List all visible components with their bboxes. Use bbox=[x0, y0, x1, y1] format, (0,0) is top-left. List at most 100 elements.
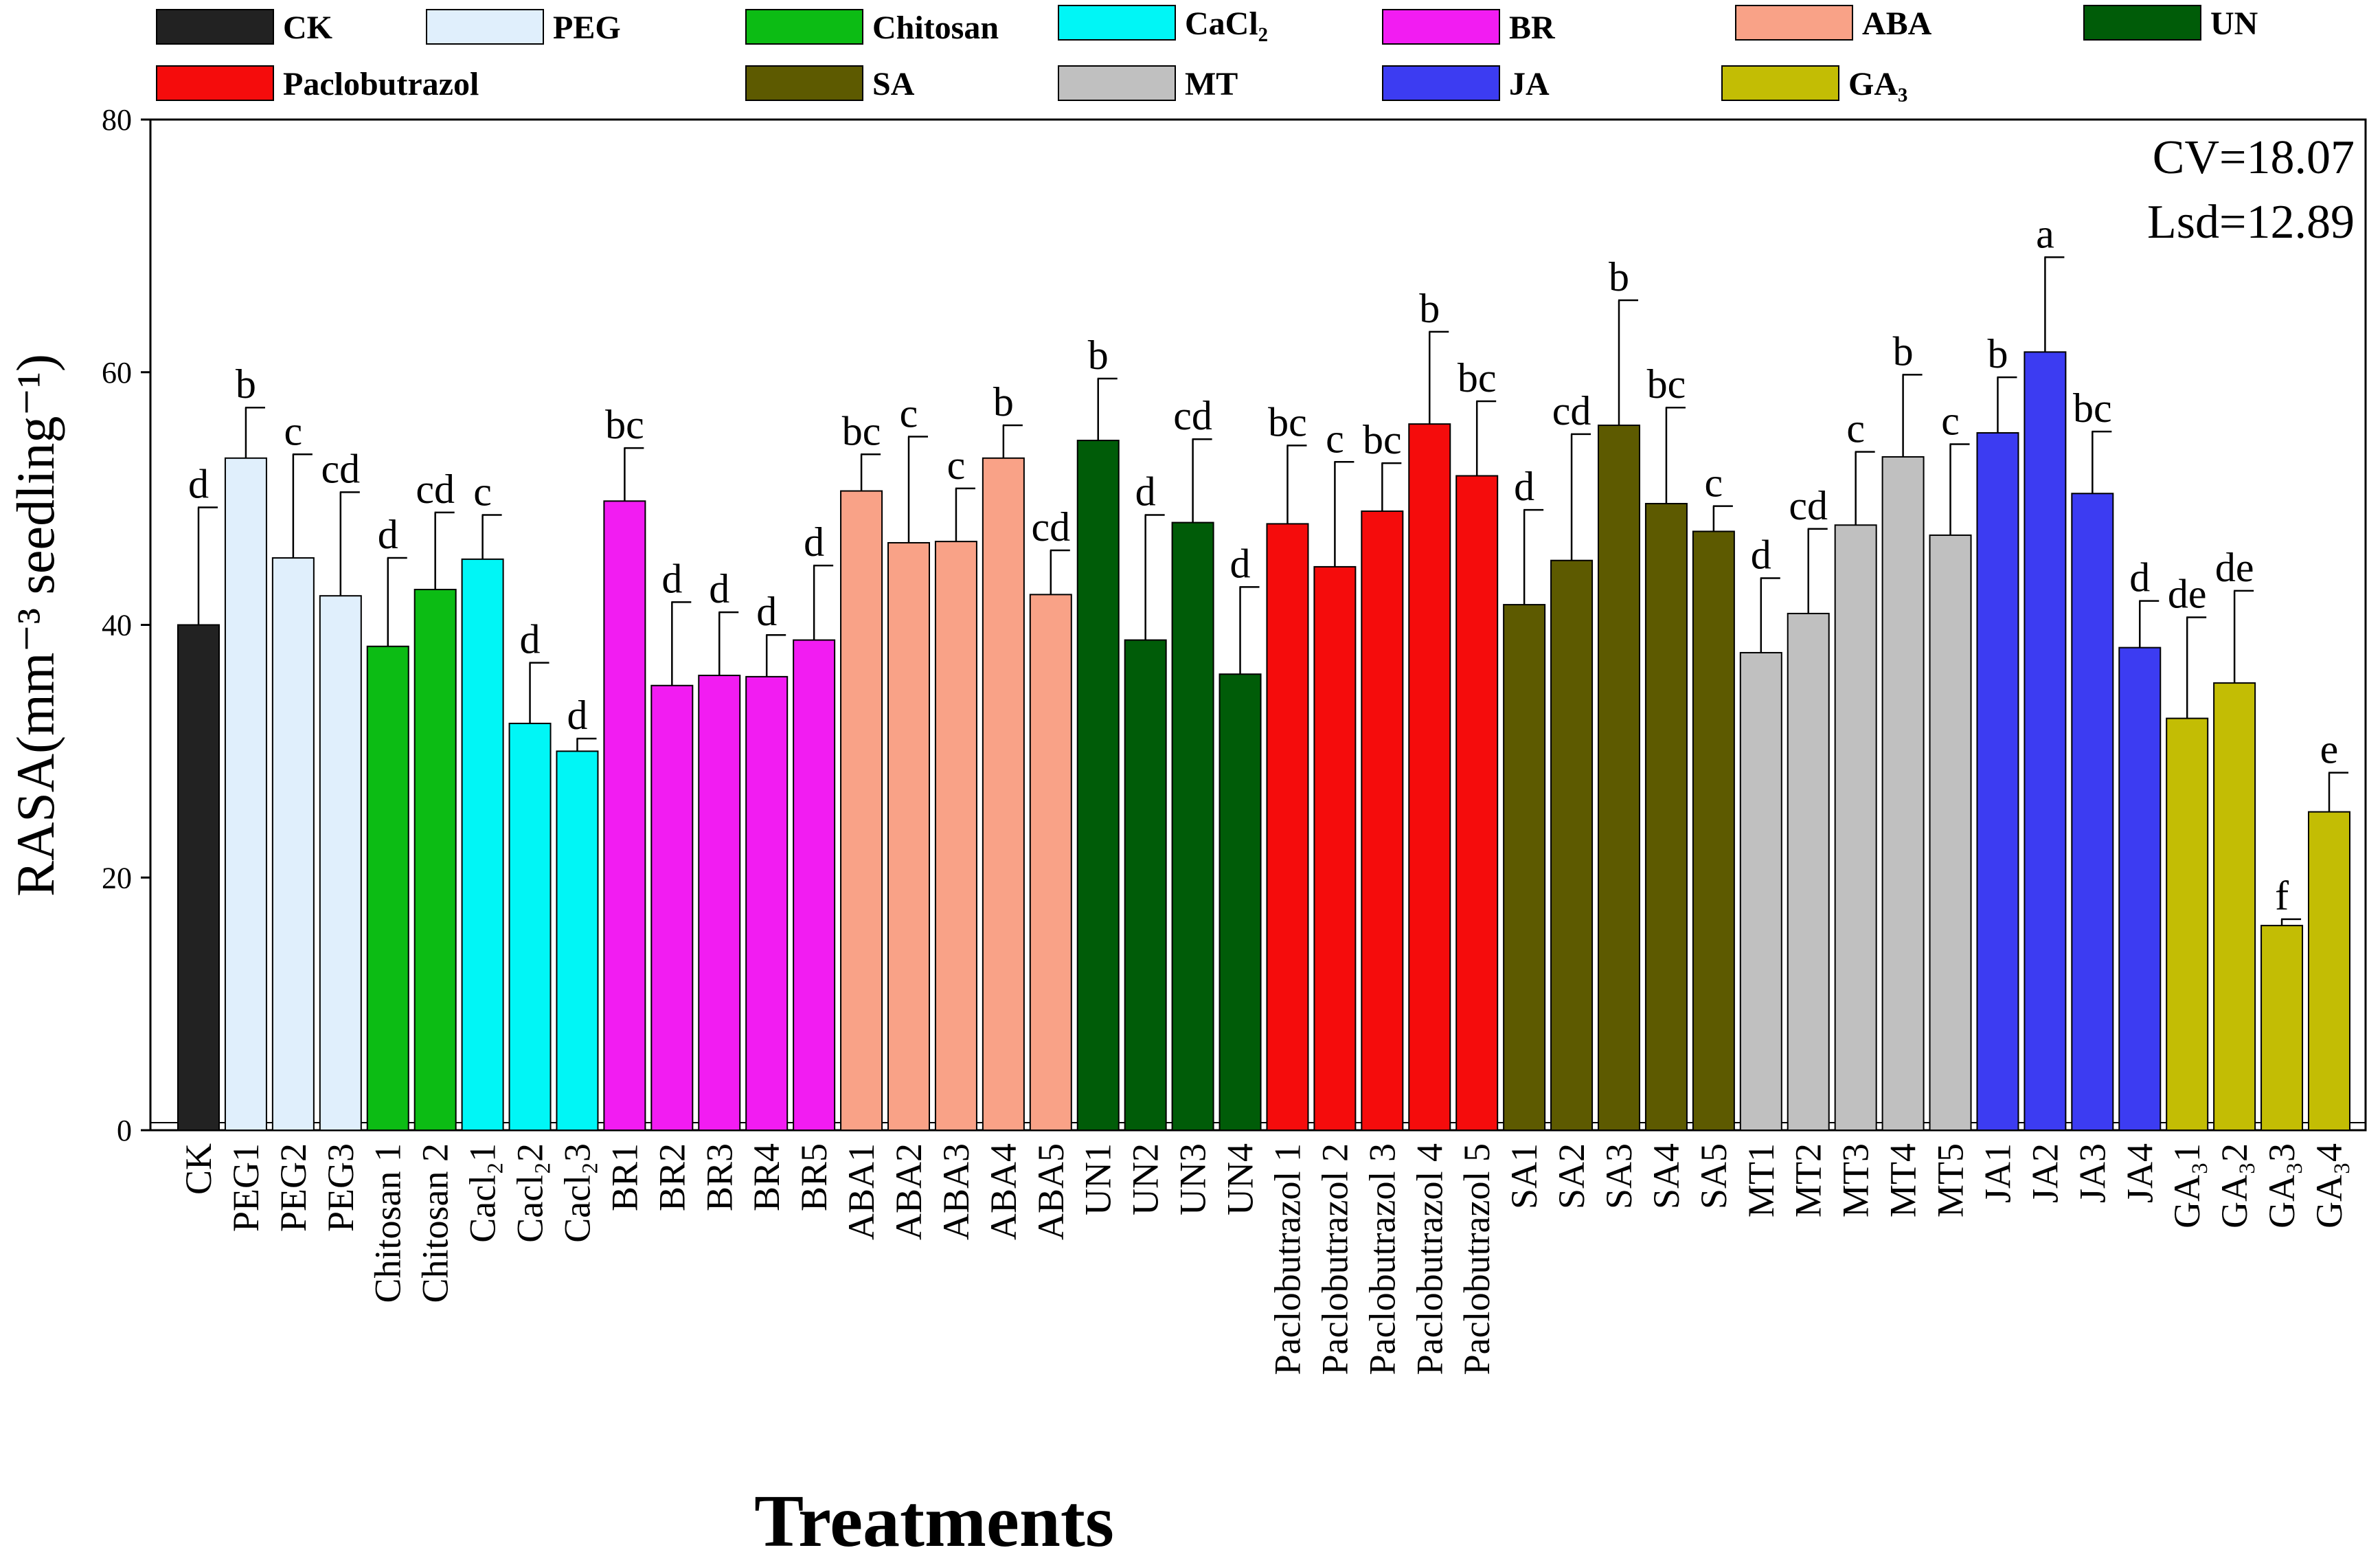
legend-swatch bbox=[1721, 65, 1839, 101]
bar bbox=[319, 595, 362, 1131]
legend-swatch bbox=[2083, 5, 2201, 41]
bar bbox=[1313, 565, 1357, 1131]
category-label: MT1 bbox=[1741, 1143, 1782, 1217]
bar bbox=[508, 722, 552, 1131]
bar bbox=[2071, 493, 2114, 1131]
bar bbox=[603, 500, 646, 1131]
legend-label: PEG bbox=[553, 10, 621, 46]
category-label: ABA3 bbox=[936, 1143, 977, 1240]
y-tick-label: 40 bbox=[102, 609, 132, 642]
category-label: BR1 bbox=[604, 1143, 645, 1211]
bar bbox=[366, 645, 409, 1131]
significance-letter: f bbox=[2275, 873, 2289, 919]
significance-letter: de bbox=[2215, 545, 2254, 590]
significance-letter: b bbox=[1609, 254, 1629, 300]
category-label: Paclobutrazol 3 bbox=[1361, 1143, 1403, 1375]
bar bbox=[1929, 534, 1972, 1131]
significance-letter: bc bbox=[1268, 399, 1307, 445]
legend-swatch bbox=[1382, 9, 1500, 45]
bar bbox=[1881, 456, 1925, 1131]
bar bbox=[1692, 530, 1735, 1131]
legend-swatch bbox=[156, 65, 274, 101]
bar bbox=[1361, 510, 1404, 1131]
cv-annotation: CV=18.07 bbox=[2153, 131, 2355, 184]
bar bbox=[271, 557, 315, 1131]
significance-letter: bc bbox=[1363, 417, 1402, 462]
significance-letter: bc bbox=[842, 408, 881, 453]
legend-label: CK bbox=[283, 10, 332, 46]
legend-swatch bbox=[1058, 65, 1176, 101]
category-label: Chitosan 2 bbox=[415, 1143, 456, 1303]
bar bbox=[1029, 594, 1072, 1131]
y-axis: 0 20 40 60 80 bbox=[102, 103, 150, 1147]
y-tick-label: 80 bbox=[102, 103, 132, 137]
significance-letter: bc bbox=[2073, 385, 2112, 431]
x-tick-labels: CK PEG1 PEG2 PEG3 Chitosan 1 Chitosan 2 Cacl₂1… bbox=[178, 1143, 2350, 1375]
significance-letter: cd bbox=[1789, 483, 1828, 528]
significance-letter: d bbox=[1135, 469, 1156, 515]
significance-letter: c bbox=[284, 408, 303, 453]
bar bbox=[934, 541, 977, 1131]
legend-swatch bbox=[426, 9, 544, 45]
y-tick-label: 0 bbox=[117, 1114, 132, 1147]
bar bbox=[2118, 647, 2162, 1131]
category-label: SA4 bbox=[1646, 1143, 1687, 1209]
category-label: PEG1 bbox=[225, 1143, 267, 1232]
significance-letter: cd bbox=[416, 467, 455, 512]
significance-letter: c bbox=[1846, 406, 1865, 451]
category-label: Cacl₂2 bbox=[510, 1143, 551, 1243]
category-label: BR4 bbox=[746, 1143, 787, 1211]
category-label: UN1 bbox=[1078, 1143, 1119, 1215]
category-label: MT3 bbox=[1835, 1143, 1877, 1217]
significance-letter: e bbox=[2320, 727, 2339, 772]
significance-letter: bc bbox=[1647, 361, 1686, 407]
significance-letter: bc bbox=[1458, 355, 1497, 401]
category-label: GA₃3 bbox=[2261, 1143, 2302, 1228]
bar bbox=[2260, 925, 2304, 1132]
bar bbox=[887, 541, 930, 1131]
bar bbox=[982, 457, 1025, 1131]
bar bbox=[1598, 424, 1640, 1131]
y-tick-label: 60 bbox=[102, 356, 132, 390]
legend-label: JA bbox=[1509, 66, 1550, 102]
category-label: CK bbox=[178, 1143, 219, 1195]
legend-label: SA bbox=[872, 66, 915, 102]
category-label: MT4 bbox=[1883, 1143, 1924, 1217]
category-label: SA1 bbox=[1504, 1143, 1545, 1209]
legend-label: CaCl₂ bbox=[1185, 5, 1268, 42]
category-label: Paclobutrazol 2 bbox=[1314, 1143, 1355, 1375]
significance-letter: d bbox=[188, 461, 209, 506]
significance-letter: c bbox=[900, 391, 918, 436]
significance-letter: b bbox=[236, 361, 256, 407]
legend-label: UN bbox=[2210, 5, 2258, 42]
bar bbox=[1171, 521, 1214, 1131]
significance-letter: d bbox=[1230, 541, 1251, 586]
x-axis-label: Treatments bbox=[754, 1481, 1114, 1561]
legend: CK PEG Chitosan CaCl₂ BR ABA UN Paclobutrazol SA… bbox=[156, 5, 2258, 102]
bar bbox=[224, 457, 267, 1131]
category-label: ABA4 bbox=[983, 1143, 1024, 1240]
bar bbox=[2024, 351, 2067, 1132]
significance-letter: b bbox=[1893, 328, 1914, 374]
legend-label: MT bbox=[1185, 66, 1238, 102]
category-label: PEG3 bbox=[320, 1143, 361, 1232]
significance-letter: c bbox=[947, 442, 966, 488]
bar bbox=[461, 558, 504, 1131]
significance-letter: cd bbox=[321, 446, 360, 491]
significance-letter: b bbox=[993, 379, 1014, 425]
category-label: BR3 bbox=[699, 1143, 740, 1211]
category-label: Chitosan 1 bbox=[367, 1143, 409, 1303]
category-label: SA5 bbox=[1693, 1143, 1734, 1209]
category-label: ABA5 bbox=[1030, 1143, 1072, 1240]
category-label: Paclobutrazol 5 bbox=[1456, 1143, 1497, 1375]
legend-swatch bbox=[745, 65, 863, 101]
bar bbox=[1266, 523, 1309, 1131]
bar bbox=[1124, 639, 1167, 1131]
bar bbox=[1976, 432, 2019, 1131]
category-label: SA3 bbox=[1598, 1143, 1640, 1209]
significance-letter: d bbox=[1751, 532, 1771, 577]
bar bbox=[177, 624, 220, 1131]
legend-swatch bbox=[1058, 5, 1176, 41]
